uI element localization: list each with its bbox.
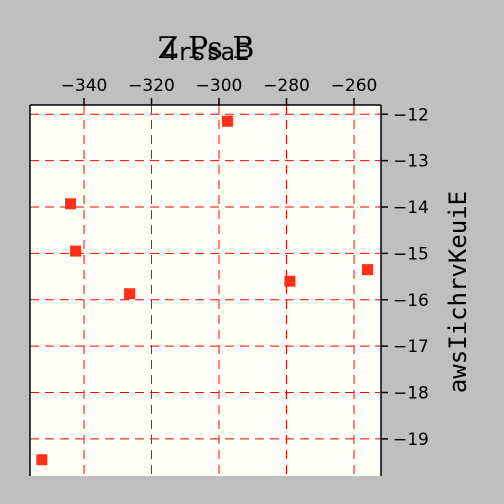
chart-title: Z Ps B bbox=[158, 31, 255, 66]
x-tick-label: −300 bbox=[196, 76, 243, 96]
ticks: −340 −320 −300 −280 −260 −12 −13 −14 −15 −16 −17 −1… bbox=[61, 76, 429, 450]
grid-lines bbox=[30, 105, 381, 476]
plot-area bbox=[30, 105, 381, 476]
data-point bbox=[284, 275, 296, 287]
data-point bbox=[362, 264, 373, 276]
data-point bbox=[36, 454, 48, 466]
y-tick-label: −14 bbox=[393, 198, 429, 218]
x-tick-label: −260 bbox=[331, 76, 378, 96]
y-tick-label: −17 bbox=[393, 337, 429, 357]
chart-subtitle: 4rssaE bbox=[163, 38, 250, 66]
data-point bbox=[65, 198, 76, 210]
data-point bbox=[124, 288, 136, 300]
data-points bbox=[36, 115, 373, 466]
y-tick-label: −13 bbox=[393, 152, 429, 172]
y-tick-label: −16 bbox=[393, 291, 429, 311]
x-tick-label: −280 bbox=[263, 76, 310, 96]
y-tick-label: −12 bbox=[393, 105, 429, 125]
y-tick-label: −19 bbox=[393, 430, 429, 450]
y-tick-label: −15 bbox=[393, 244, 429, 264]
axes bbox=[29, 104, 382, 476]
data-point bbox=[70, 245, 82, 257]
data-point bbox=[221, 115, 233, 127]
x-tick-label: −320 bbox=[128, 76, 175, 96]
y-tick-label: −18 bbox=[393, 384, 429, 404]
y-axis-title: awsIichrvKeuiE bbox=[444, 191, 472, 393]
x-tick-label: −340 bbox=[61, 76, 108, 96]
